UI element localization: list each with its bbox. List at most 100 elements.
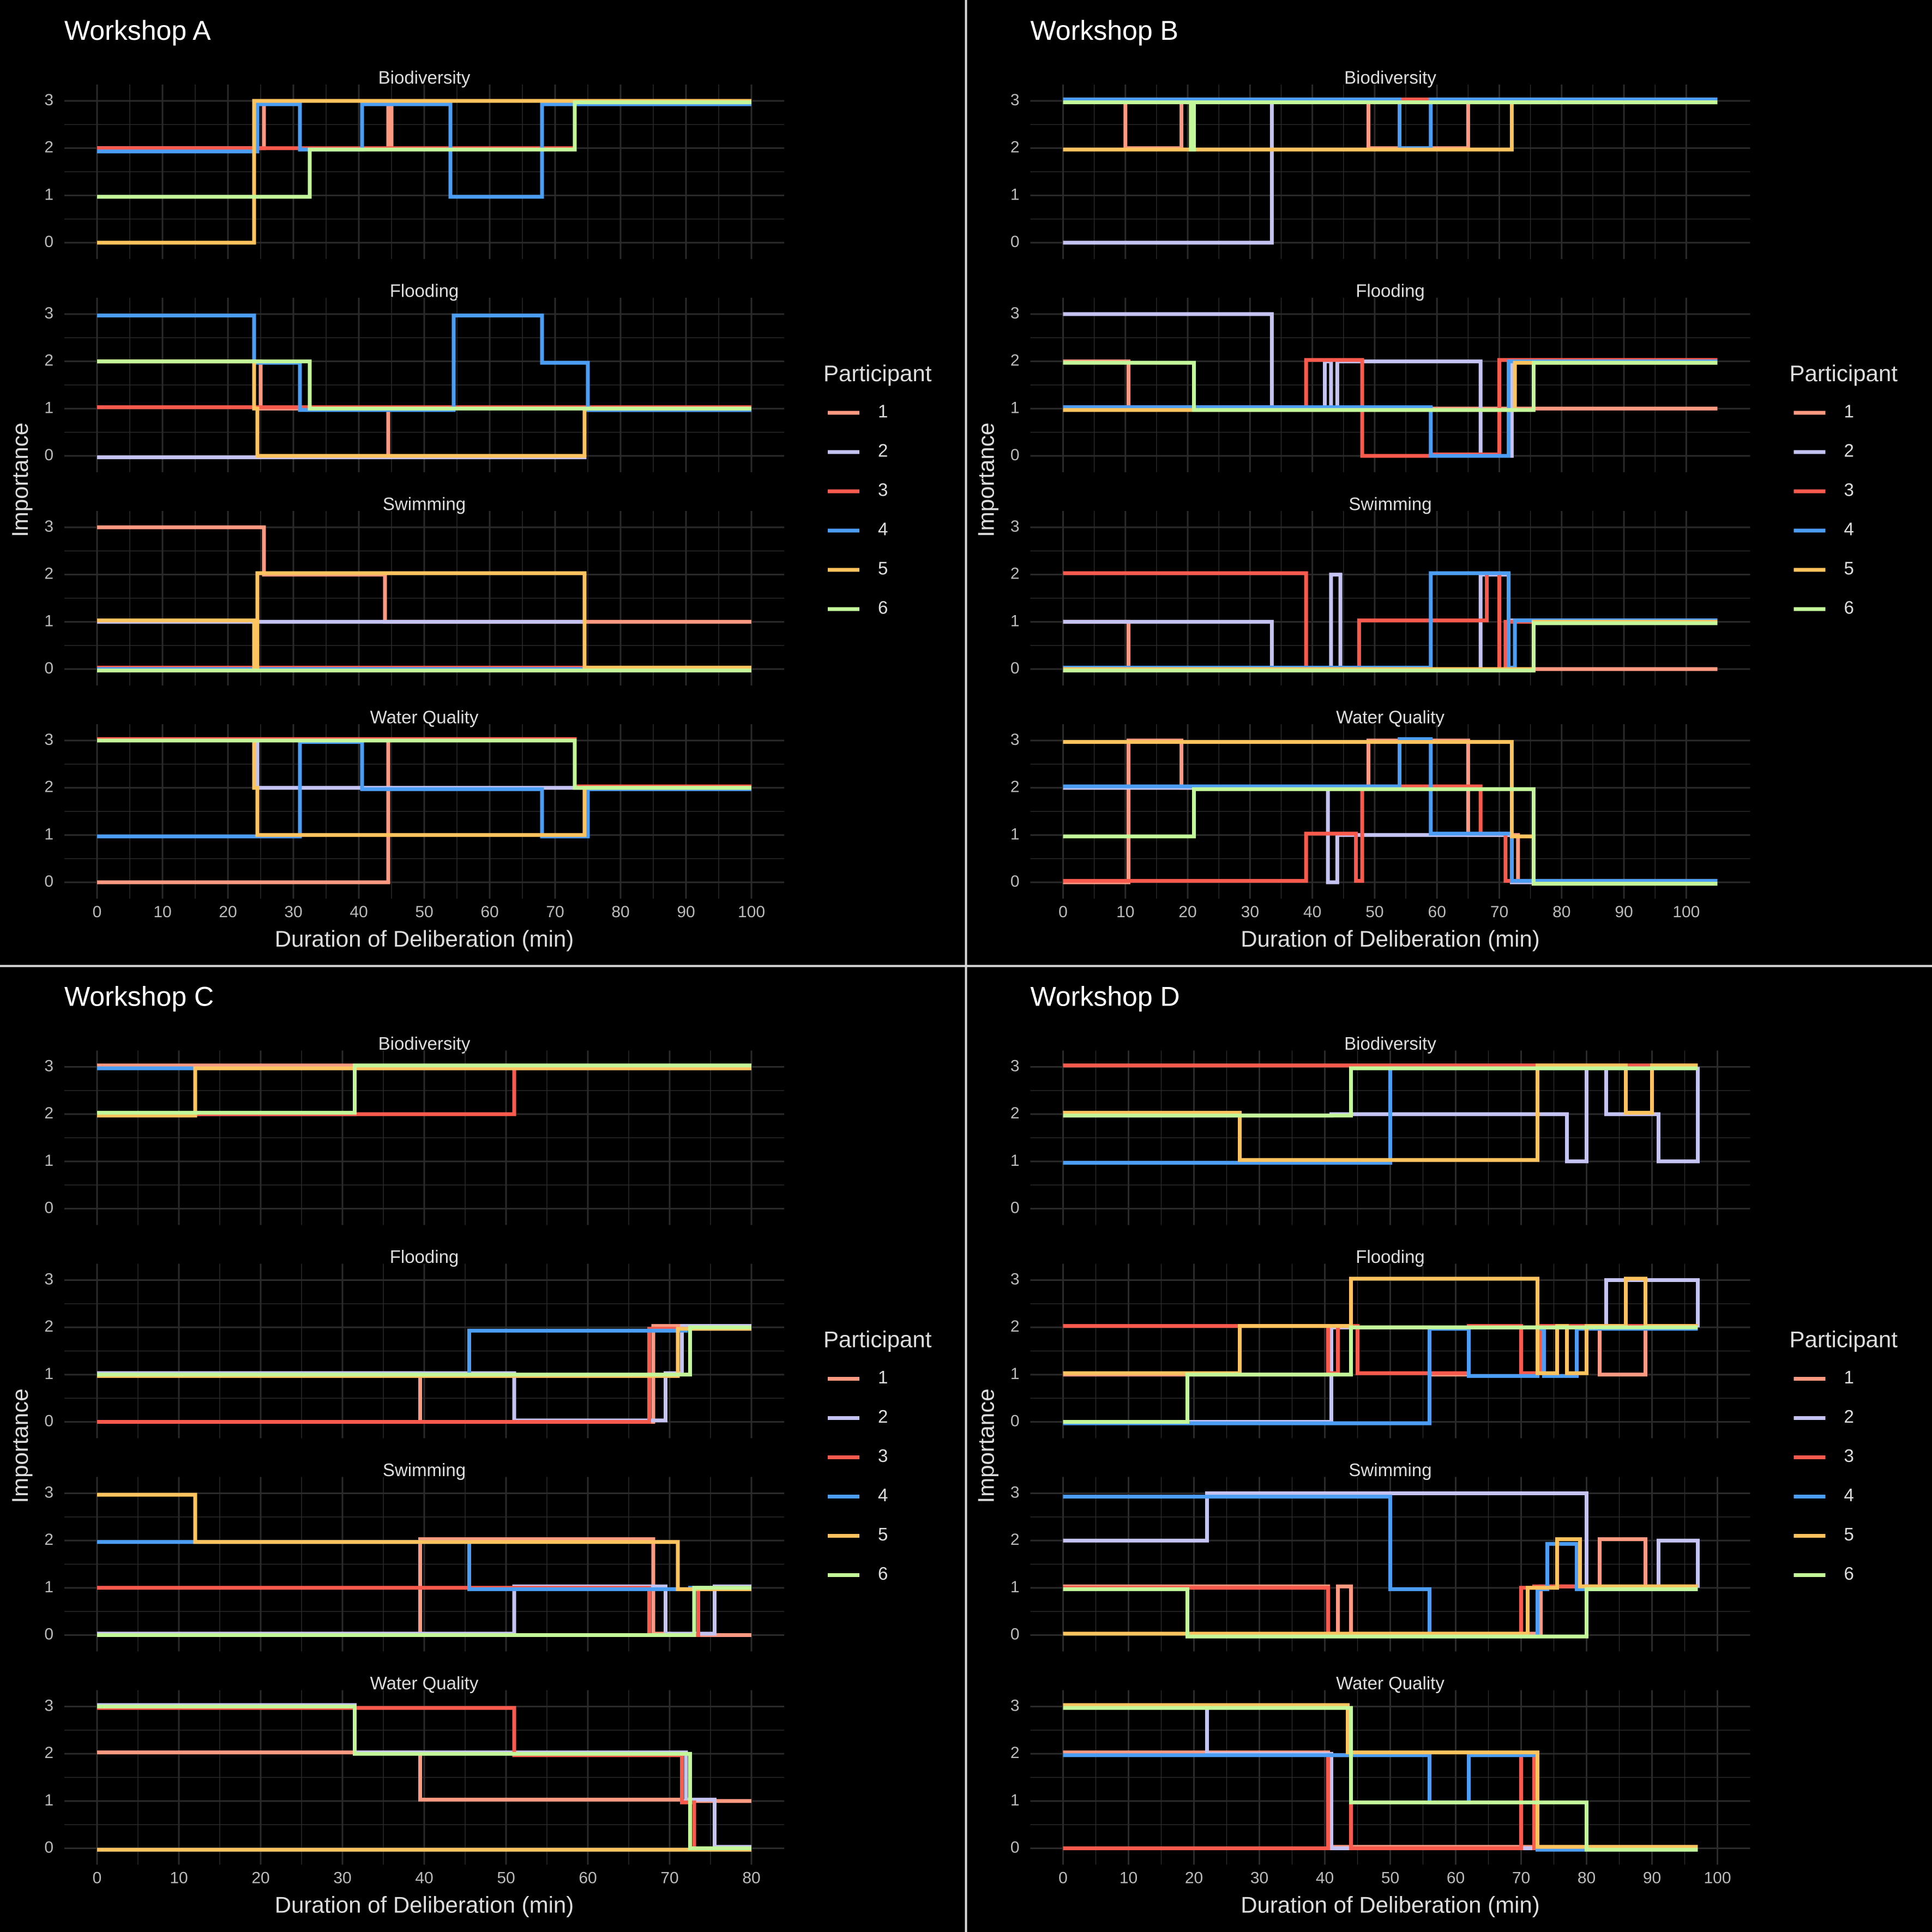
y-tick-label: 1	[44, 1578, 53, 1596]
workshop-d-swimming-title: Swimming	[1349, 1460, 1431, 1480]
y-tick-label: 2	[1010, 565, 1020, 583]
workshop-a-flooding-facet: Flooding 0 1 2 3	[44, 281, 784, 472]
workshop-b-y-axis-title: Importance	[973, 423, 999, 537]
workshop-c-swimming-series-5	[97, 1492, 751, 1591]
workshop-b-swimming-facet: Swimming 0 1 2 3	[1010, 494, 1750, 685]
workshop-a-swimming-title: Swimming	[383, 494, 466, 514]
workshop-b-legend: Participant 1 2 3 4 5 6	[1790, 360, 1898, 618]
x-tick-label: 90	[1615, 903, 1633, 921]
x-tick-label: 20	[1178, 903, 1196, 921]
legend-label-5: 5	[878, 558, 888, 579]
workshop-b-biodiversity-title: Biodiversity	[1344, 68, 1436, 88]
y-tick-label: 1	[1010, 1152, 1020, 1170]
y-tick-label: 1	[44, 185, 53, 203]
workshop-b-title: Workshop B	[1031, 15, 1178, 46]
y-tick-label: 3	[44, 1696, 53, 1714]
legend-label-1: 1	[1844, 1367, 1854, 1387]
x-tick-label: 70	[660, 1869, 678, 1887]
y-tick-label: 2	[44, 1744, 53, 1762]
x-tick-label: 80	[611, 903, 629, 921]
legend-label-3: 3	[878, 1446, 888, 1466]
legend-title: Participant	[823, 360, 932, 386]
x-tick-label: 0	[1058, 903, 1068, 921]
workshop-c-biodiversity-facet: Biodiversity 0 1 2 3	[44, 1033, 784, 1225]
workshop-d-swimming-series-6	[1063, 1587, 1698, 1639]
y-tick-label: 1	[1010, 1791, 1020, 1809]
y-tick-label: 1	[44, 1152, 53, 1170]
y-tick-label: 0	[44, 233, 53, 251]
x-tick-label: 40	[1303, 903, 1321, 921]
workshop-d-x-axis-title: Duration of Deliberation (min)	[1241, 1892, 1540, 1918]
y-tick-label: 1	[44, 399, 53, 417]
workshop-d-swimming-facet: Swimming 0 1 2 3	[1010, 1460, 1750, 1652]
workshop-a-biodiversity-title: Biodiversity	[378, 68, 471, 88]
workshop-c-x-axis-title: Duration of Deliberation (min)	[275, 1892, 574, 1918]
x-tick-label: 50	[497, 1869, 515, 1887]
x-tick-label: 80	[1578, 1869, 1596, 1887]
workshop-a-panel: Workshop ABiodiversity0123Flooding0123Sw…	[7, 15, 932, 952]
workshop-b-swimming-title: Swimming	[1349, 494, 1431, 514]
x-tick-label: 50	[1365, 903, 1383, 921]
workshop-d-water-quality-series-5	[1063, 1703, 1698, 1849]
x-tick-label: 10	[1116, 903, 1134, 921]
workshop-b-water-quality-facet: Water Quality 0 1 2 3	[1010, 707, 1750, 899]
y-tick-label: 3	[44, 1483, 53, 1501]
x-tick-label: 10	[153, 903, 171, 921]
x-tick-label: 10	[170, 1869, 188, 1887]
workshop-a-flooding-series-5	[97, 359, 751, 458]
y-tick-label: 3	[1010, 1270, 1020, 1288]
y-tick-label: 1	[1010, 612, 1020, 630]
x-tick-label: 0	[93, 1869, 102, 1887]
legend-label-6: 6	[878, 1563, 888, 1584]
y-tick-label: 1	[44, 1365, 53, 1383]
x-tick-label: 80	[1552, 903, 1570, 921]
legend-label-5: 5	[1844, 1524, 1854, 1544]
x-tick-label: 90	[677, 903, 695, 921]
y-tick-label: 1	[44, 612, 53, 630]
workshop-c-biodiversity-title: Biodiversity	[378, 1033, 471, 1054]
legend-label-3: 3	[878, 480, 888, 500]
x-tick-label: 40	[415, 1869, 433, 1887]
workshop-c-swimming-facet: Swimming 0 1 2 3	[44, 1460, 784, 1652]
workshop-c-title: Workshop C	[64, 982, 214, 1012]
x-tick-label: 70	[1512, 1869, 1530, 1887]
y-tick-label: 2	[44, 1531, 53, 1549]
y-tick-label: 2	[44, 352, 53, 370]
legend-title: Participant	[823, 1327, 932, 1352]
y-tick-label: 1	[1010, 1365, 1020, 1383]
workshop-b-x-axis-title: Duration of Deliberation (min)	[1241, 926, 1540, 952]
workshop-a-flooding-series-6	[97, 359, 751, 411]
legend-label-6: 6	[878, 598, 888, 618]
y-tick-label: 1	[1010, 185, 1020, 203]
workshop-b-flooding-facet: Flooding 0 1 2 3	[1010, 281, 1750, 472]
x-tick-label: 20	[219, 903, 237, 921]
workshop-b-flooding-series-3	[1063, 358, 1718, 458]
legend-title: Participant	[1790, 360, 1898, 386]
legend-label-2: 2	[878, 1406, 888, 1427]
workshop-d-flooding-series-6	[1063, 1325, 1698, 1424]
y-tick-label: 3	[44, 731, 53, 749]
workshop-a-x-axis-title: Duration of Deliberation (min)	[275, 926, 574, 952]
workshop-b-water-quality-title: Water Quality	[1336, 707, 1445, 727]
y-tick-label: 0	[1010, 233, 1020, 251]
y-tick-label: 0	[1010, 1412, 1020, 1430]
x-tick-label: 30	[284, 903, 302, 921]
x-tick-label: 70	[1490, 903, 1508, 921]
workshop-d-flooding-facet: Flooding 0 1 2 3	[1010, 1247, 1750, 1439]
y-tick-label: 2	[1010, 1744, 1020, 1762]
legend-label-1: 1	[1844, 401, 1854, 422]
workshop-c-flooding-facet: Flooding 0 1 2 3	[44, 1247, 784, 1439]
workshop-c-water-quality-facet: Water Quality 0 1 2 3	[44, 1673, 784, 1865]
legend-label-2: 2	[1844, 1406, 1854, 1427]
workshop-b-water-quality-series-4	[1063, 737, 1718, 883]
workshop-c-flooding-series-2	[97, 1324, 751, 1423]
x-tick-label: 100	[1672, 903, 1700, 921]
workshop-d-water-quality-series-6	[1063, 1706, 1698, 1852]
x-tick-label: 50	[415, 903, 433, 921]
workshop-b-flooding-title: Flooding	[1356, 281, 1425, 301]
workshop-a-y-axis-title: Importance	[7, 423, 33, 537]
y-tick-label: 0	[44, 1199, 53, 1217]
legend-label-4: 4	[878, 1485, 888, 1505]
x-tick-label: 60	[480, 903, 498, 921]
